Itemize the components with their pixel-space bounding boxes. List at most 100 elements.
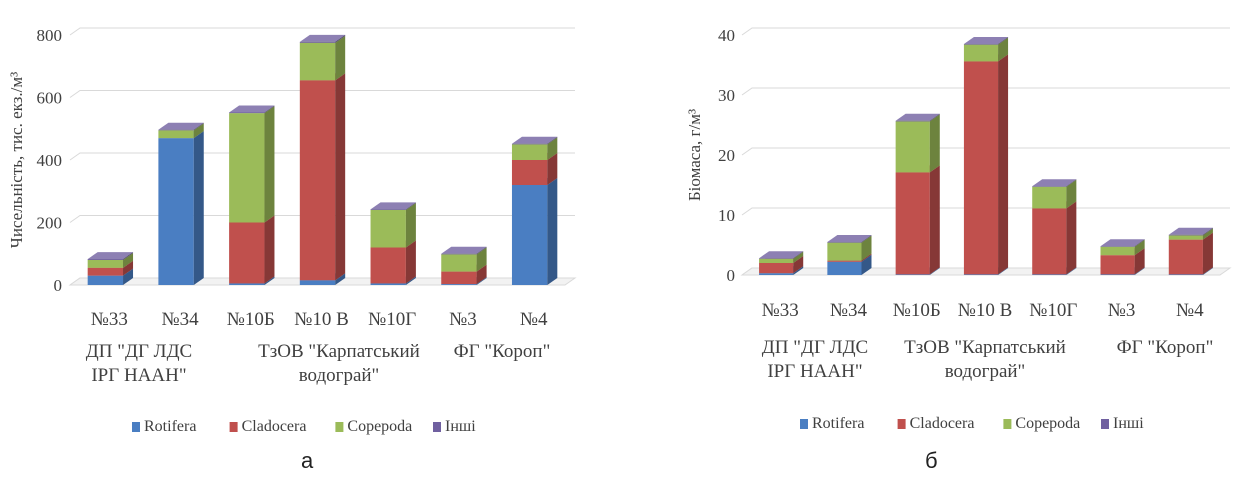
legend-swatch <box>800 419 808 429</box>
bar-side <box>123 268 134 285</box>
bar-side <box>405 203 416 248</box>
bar-front <box>963 44 999 45</box>
bar-side <box>476 247 487 272</box>
bar-side <box>193 123 204 139</box>
y-tick-label: 600 <box>37 89 63 108</box>
bar-front <box>158 138 194 285</box>
bar-top <box>370 202 416 210</box>
bar-side <box>1066 179 1077 209</box>
x-category-label: №3 <box>449 309 477 330</box>
legend-label: Cladocera <box>910 415 975 432</box>
bar-front <box>441 254 477 272</box>
legend-swatch <box>229 422 238 432</box>
bar-front <box>1100 274 1135 275</box>
x-category-label: №33 <box>762 300 799 321</box>
bar-front <box>1100 255 1135 275</box>
bar-side <box>335 73 346 281</box>
bar-side <box>193 122 204 131</box>
bar-segment-інші <box>1168 227 1213 236</box>
bar-top <box>511 136 558 144</box>
bar-top <box>229 105 275 113</box>
bar-front <box>827 261 862 275</box>
x-category-label: №4 <box>1176 300 1204 321</box>
legend-label: Copepoda <box>1015 415 1080 432</box>
bar-side <box>1134 239 1145 247</box>
bar-front <box>963 61 999 275</box>
gridline <box>69 90 575 98</box>
bar-front <box>229 113 265 223</box>
chart-b: 0 10 20 30 40 Біомаса, г/м³ №33 №34 №10Б №10 В №10… <box>685 26 1232 432</box>
bar-segment-інші <box>229 105 275 114</box>
bar-side <box>123 253 134 268</box>
legend-swatch <box>1101 419 1109 429</box>
x-group-label: ТзОВ "Карпатський водограй" <box>904 337 1066 382</box>
x-category-label: №4 <box>520 309 548 330</box>
bar-segment-інші <box>759 251 804 259</box>
legend-item-rotifera: Rotifera <box>132 418 196 435</box>
bar-front <box>441 271 477 285</box>
x-category-label: №10Б <box>893 300 941 321</box>
bar-side <box>793 256 804 274</box>
bar-front <box>759 273 794 275</box>
bar-top <box>87 252 134 260</box>
gridline <box>741 27 1230 36</box>
y-axis-label: Біомаса, г/м³ <box>685 109 704 201</box>
x-category-label: №10Г <box>368 309 416 330</box>
bar-front <box>827 242 862 243</box>
bar-side <box>861 253 872 262</box>
bar-front <box>511 143 548 145</box>
bar-front <box>299 80 336 281</box>
bar-side <box>929 267 940 275</box>
legend-label: Rotifera <box>144 418 196 435</box>
bar-side <box>476 277 487 285</box>
legend-label: Rotifera <box>812 415 864 432</box>
y-axis-label: Чисельність, тис. екз./м³ <box>7 72 26 248</box>
bar-front <box>299 280 336 285</box>
bar-top <box>158 122 204 130</box>
bar-side <box>861 235 872 261</box>
bar-front <box>1032 186 1067 209</box>
bar-side <box>998 37 1009 45</box>
bar-side <box>929 165 940 275</box>
y-tick-label: 0 <box>727 266 736 285</box>
bar-front <box>229 112 265 114</box>
bar-front <box>158 130 194 139</box>
bar-side <box>264 106 275 223</box>
x-group-label: ФГ "Короп" <box>1117 337 1214 358</box>
bar-front <box>827 260 862 262</box>
bar-side <box>1134 248 1145 275</box>
bar-top <box>1100 239 1145 247</box>
bar-side <box>1202 228 1213 240</box>
bar-side <box>1066 267 1077 275</box>
bar-side <box>861 235 872 243</box>
bar-segment-rotifera <box>158 131 204 285</box>
bar-side <box>405 276 416 285</box>
panel-label-b: б <box>925 448 938 473</box>
bar-side <box>929 113 940 122</box>
bar-front <box>87 267 124 276</box>
bar-side <box>335 35 346 81</box>
bar-side <box>476 246 487 255</box>
bar-segment-cladocera <box>299 73 346 281</box>
bar-front <box>441 284 477 285</box>
bar-segment-cladocera <box>963 54 1009 275</box>
bar-segment-інші <box>1100 239 1145 247</box>
x-category-label: №10 В <box>294 309 349 330</box>
bar-side <box>1134 267 1145 275</box>
bar-top <box>299 34 346 42</box>
y-tick-label: 400 <box>37 151 63 170</box>
bar-front <box>1100 246 1135 256</box>
bar-front <box>158 129 194 131</box>
bar-front <box>511 185 548 285</box>
gridline <box>69 152 575 161</box>
bar-side <box>998 37 1009 62</box>
y-tick-label: 200 <box>37 214 63 233</box>
bar-side <box>476 264 487 285</box>
bar-front <box>511 144 548 160</box>
bar-segment-cladocera <box>229 215 275 284</box>
bar-side <box>335 34 346 43</box>
bar-front <box>759 263 794 274</box>
x-group-label: ДП "ДГ ЛДС ІРГ НААН" <box>762 337 868 382</box>
gridline <box>741 87 1230 96</box>
